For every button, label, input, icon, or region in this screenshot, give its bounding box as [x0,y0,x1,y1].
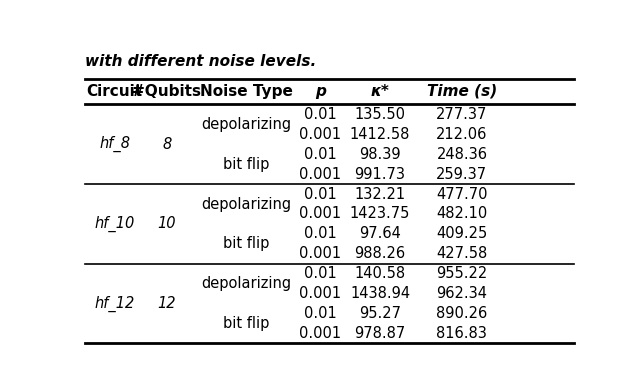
Text: bit flip: bit flip [223,157,269,172]
Text: 8: 8 [162,137,172,152]
Text: 0.01: 0.01 [304,306,337,321]
Text: depolarizing: depolarizing [201,117,291,132]
Text: 248.36: 248.36 [436,147,488,162]
Text: Circuit: Circuit [86,84,143,99]
Text: 0.001: 0.001 [300,326,342,341]
Text: 0.01: 0.01 [304,266,337,281]
Text: hf_10: hf_10 [95,216,135,232]
Text: 98.39: 98.39 [359,147,401,162]
Text: 0.01: 0.01 [304,226,337,241]
Text: hf_8: hf_8 [99,136,130,152]
Text: 95.27: 95.27 [359,306,401,321]
Text: 1423.75: 1423.75 [350,206,410,221]
Text: 212.06: 212.06 [436,127,488,142]
Text: 0.01: 0.01 [304,187,337,202]
Text: 0.001: 0.001 [300,206,342,221]
Text: 132.21: 132.21 [355,187,406,202]
Text: 816.83: 816.83 [436,326,487,341]
Text: Time (s): Time (s) [427,84,497,99]
Text: with different noise levels.: with different noise levels. [85,54,316,70]
Text: 12: 12 [157,296,176,311]
Text: 988.26: 988.26 [355,246,406,261]
Text: bit flip: bit flip [223,316,269,331]
Text: 409.25: 409.25 [436,226,488,241]
Text: 991.73: 991.73 [355,167,406,182]
Text: p: p [315,84,326,99]
Text: 10: 10 [157,217,176,231]
Text: 978.87: 978.87 [355,326,406,341]
Text: 0.01: 0.01 [304,107,337,122]
Text: Noise Type: Noise Type [200,84,292,99]
Text: 259.37: 259.37 [436,167,488,182]
Text: 0.001: 0.001 [300,246,342,261]
Text: 140.58: 140.58 [355,266,406,281]
Text: 0.001: 0.001 [300,286,342,301]
Text: 482.10: 482.10 [436,206,488,221]
Text: 135.50: 135.50 [355,107,406,122]
Text: depolarizing: depolarizing [201,276,291,291]
Text: 955.22: 955.22 [436,266,488,281]
Text: 962.34: 962.34 [436,286,488,301]
Text: 477.70: 477.70 [436,187,488,202]
Text: 0.001: 0.001 [300,167,342,182]
Text: κ*: κ* [371,84,390,99]
Text: 427.58: 427.58 [436,246,488,261]
Text: 0.01: 0.01 [304,147,337,162]
Text: 0.001: 0.001 [300,127,342,142]
Text: 277.37: 277.37 [436,107,488,122]
Text: bit flip: bit flip [223,237,269,251]
Text: hf_12: hf_12 [95,296,135,312]
Text: 890.26: 890.26 [436,306,488,321]
Text: depolarizing: depolarizing [201,197,291,212]
Text: 1412.58: 1412.58 [350,127,410,142]
Text: #Qubits: #Qubits [132,84,202,99]
Text: 97.64: 97.64 [359,226,401,241]
Text: 1438.94: 1438.94 [350,286,410,301]
